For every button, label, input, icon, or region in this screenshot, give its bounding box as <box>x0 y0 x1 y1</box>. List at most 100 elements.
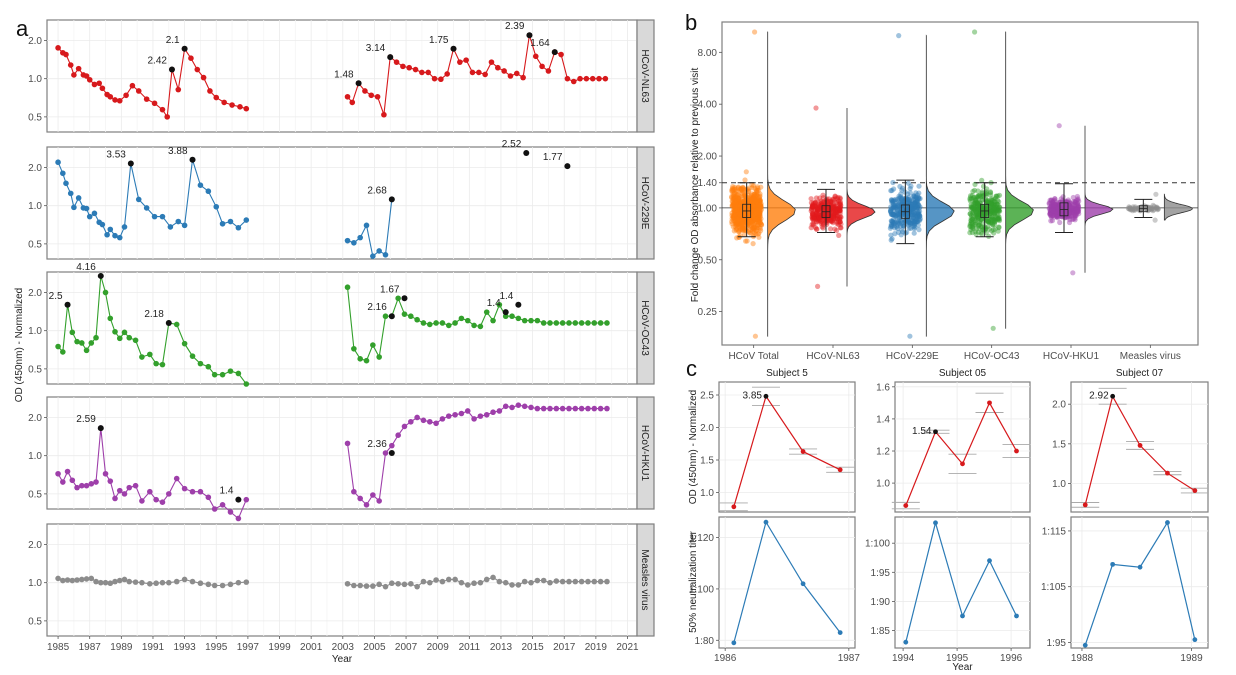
data-point <box>376 498 382 504</box>
jitter-point <box>730 224 736 230</box>
jitter-point <box>1049 208 1055 214</box>
y-tick-label: 1:100 <box>865 539 890 550</box>
jitter-point <box>747 219 753 225</box>
jitter-point <box>1046 200 1052 206</box>
jitter-point <box>832 212 838 218</box>
data-point <box>243 579 250 585</box>
jitter-point <box>1071 208 1077 214</box>
jitter-point <box>830 211 836 217</box>
jitter-point <box>830 220 836 226</box>
data-point <box>78 482 85 489</box>
jitter-point <box>986 226 992 232</box>
jitter-point <box>835 207 841 213</box>
jitter-point <box>738 212 744 218</box>
jitter-point <box>748 208 755 214</box>
jitter-point <box>837 208 844 214</box>
jitter-point <box>1143 206 1149 212</box>
jitter-point <box>748 223 755 229</box>
jitter-point <box>736 209 742 215</box>
jitter-point <box>995 216 1001 222</box>
jitter-point <box>1070 216 1076 222</box>
data-point <box>243 496 250 503</box>
jitter-point <box>740 225 746 231</box>
jitter-point <box>902 197 908 203</box>
data-point <box>597 320 604 326</box>
data-point <box>181 340 188 347</box>
jitter-point <box>890 211 897 217</box>
data-point <box>175 218 182 225</box>
jitter-point <box>747 218 753 224</box>
jitter-point <box>972 204 978 210</box>
y-tick-label: 1:95 <box>1047 638 1067 649</box>
data-point <box>112 232 118 239</box>
jitter-point <box>812 200 818 206</box>
jitter-point <box>827 205 834 211</box>
group-hcov-oc43 <box>967 29 1034 331</box>
jitter-point <box>1050 203 1056 209</box>
jitter-point <box>1055 203 1061 209</box>
jitter-point <box>976 220 983 226</box>
jitter-point <box>733 227 739 233</box>
jitter-point <box>970 209 976 215</box>
jitter-point <box>828 226 834 232</box>
density-half-violin <box>767 31 796 337</box>
jitter-point <box>970 224 976 230</box>
jitter-point <box>751 221 757 227</box>
data-point <box>86 76 93 83</box>
jitter-point <box>1073 206 1079 212</box>
jitter-point <box>732 218 738 224</box>
jitter-point <box>753 202 759 208</box>
jitter-point <box>751 197 757 203</box>
jitter-point <box>733 221 739 227</box>
data-point <box>534 577 541 584</box>
jitter-point <box>1048 212 1054 218</box>
fold-change-annotation: 1.75 <box>429 35 449 46</box>
jitter-point <box>967 211 973 217</box>
jitter-point <box>915 222 921 228</box>
jitter-point <box>735 185 741 191</box>
jitter-point <box>837 195 843 201</box>
group-hcov-229e <box>887 33 955 339</box>
jitter-point <box>810 203 816 210</box>
jitter-point <box>1065 214 1071 221</box>
jitter-point <box>737 212 743 218</box>
y-tick-label: 0.5 <box>28 616 42 627</box>
jitter-point <box>752 217 758 223</box>
jitter-point <box>834 216 840 222</box>
jitter-point <box>985 224 991 230</box>
jitter-point <box>755 198 761 204</box>
jitter-point <box>890 201 897 207</box>
jitter-point <box>1054 207 1060 213</box>
jitter-point <box>757 217 763 223</box>
jitter-point <box>992 195 998 201</box>
jitter-point <box>750 194 756 200</box>
jitter-point <box>993 207 1000 213</box>
jitter-point <box>1075 209 1081 215</box>
facet-strip-label: HCoV-229E <box>639 177 650 230</box>
data-point <box>370 253 376 259</box>
jitter-point <box>833 207 839 213</box>
jitter-point <box>748 219 754 226</box>
jitter-point <box>829 207 835 213</box>
jitter-point <box>990 204 997 211</box>
jitter-point <box>912 201 918 207</box>
data-point <box>458 579 465 586</box>
jitter-point <box>1048 211 1054 217</box>
jitter-point <box>1148 204 1154 211</box>
subject-plot-3: Subject 071.01.52.02.921:951:1051:115198… <box>1041 368 1209 664</box>
data-point <box>164 114 171 120</box>
jitter-point <box>830 202 837 208</box>
jitter-point <box>741 218 747 224</box>
jitter-point <box>1130 205 1136 211</box>
jitter-point <box>734 206 740 213</box>
jitter-point <box>973 211 979 217</box>
jitter-point <box>984 202 990 208</box>
jitter-point <box>751 229 757 235</box>
jitter-point <box>834 210 840 216</box>
jitter-point <box>824 205 830 211</box>
jitter-point <box>753 213 759 219</box>
jitter-point <box>730 212 736 218</box>
highlight-point <box>165 319 172 326</box>
data-point <box>1192 637 1198 643</box>
jitter-point <box>1052 209 1059 216</box>
